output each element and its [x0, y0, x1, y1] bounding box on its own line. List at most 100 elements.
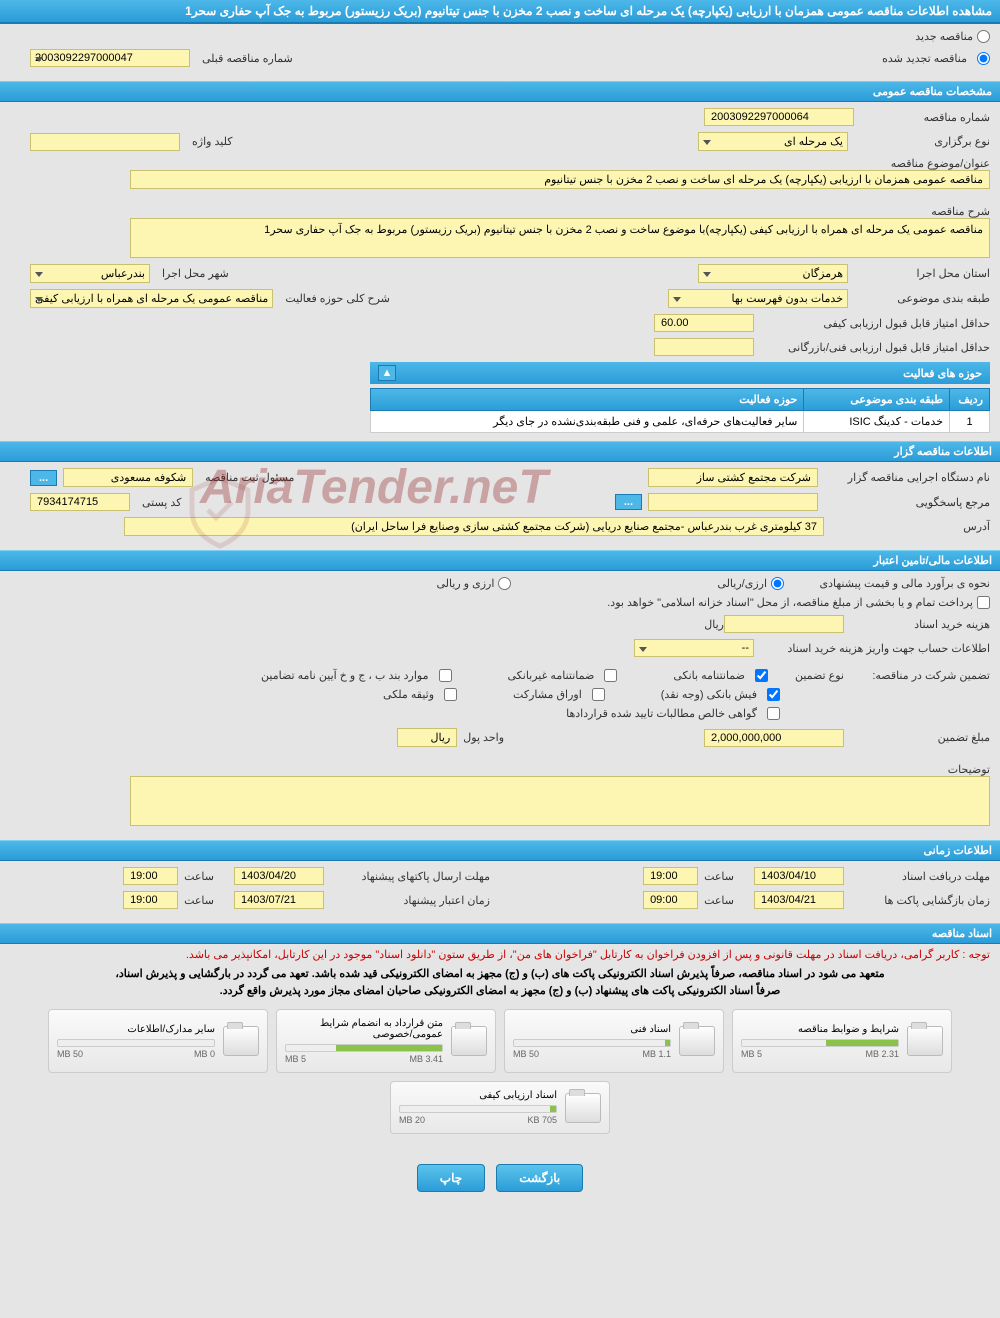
field-min-tech[interactable]	[654, 338, 754, 356]
file-used: 0 MB	[194, 1049, 215, 1059]
label-address: آدرس	[830, 520, 990, 533]
field-buy-cost[interactable]	[724, 615, 844, 633]
field-validity-time[interactable]: 19:00	[123, 891, 178, 909]
field-min-quality[interactable]: 60.00	[654, 314, 754, 332]
file-total: 5 MB	[285, 1054, 306, 1064]
checkbox-treasury[interactable]	[977, 596, 990, 609]
file-title: اسناد ارزیابی کیفی	[399, 1090, 557, 1101]
file-box[interactable]: سایر مدارک/اطلاعات 0 MB 50 MB	[48, 1009, 268, 1073]
label-g4: فیش بانکی (وجه نقد)	[661, 688, 757, 701]
file-title: سایر مدارک/اطلاعات	[57, 1024, 215, 1035]
label-estimate: نحوه ی برآورد مالی و قیمت پیشنهادی	[790, 577, 990, 590]
radio-currency1[interactable]	[771, 577, 784, 590]
file-total: 50 MB	[57, 1049, 83, 1059]
field-open-date[interactable]: 1403/04/21	[754, 891, 844, 909]
field-amount[interactable]: 2,000,000,000	[704, 729, 844, 747]
activities-table: ردیف طبقه بندی موضوعی حوزه فعالیت 1 خدما…	[370, 388, 990, 433]
field-keyword[interactable]	[30, 133, 180, 151]
checkbox-g7[interactable]	[767, 707, 780, 720]
radio-currency2[interactable]	[498, 577, 511, 590]
file-total: 50 MB	[513, 1049, 539, 1059]
print-button[interactable]: چاپ	[417, 1164, 485, 1192]
label-buy-cost: هزینه خرید اسناد	[850, 618, 990, 631]
file-total: 5 MB	[741, 1049, 762, 1059]
file-used: 3.41 MB	[409, 1054, 443, 1064]
checkbox-g3[interactable]	[439, 669, 452, 682]
activities-title: حوزه های فعالیت	[903, 367, 982, 380]
radio-renewed-tender[interactable]	[977, 52, 990, 65]
field-tender-number: 2003092297000064	[704, 108, 854, 126]
dropdown-class[interactable]: خدمات بدون فهرست بها	[668, 289, 848, 308]
dots-button[interactable]: ...	[30, 470, 57, 486]
checkbox-g4[interactable]	[767, 688, 780, 701]
col-area: حوزه فعالیت	[371, 389, 804, 411]
dropdown-account[interactable]: --	[634, 639, 754, 657]
field-address[interactable]: 37 کیلومتری غرب بندرعباس -مجتمع صنایع در…	[124, 517, 824, 536]
file-box[interactable]: شرایط و ضوابط مناقصه2.31 MB5 MB	[732, 1009, 952, 1073]
label-type: نوع برگزاری	[860, 135, 990, 148]
label-class: طبقه بندی موضوعی	[860, 292, 990, 305]
field-notes[interactable]	[130, 776, 990, 826]
file-progress	[513, 1039, 671, 1047]
field-open-time[interactable]: 09:00	[643, 891, 698, 909]
file-progress	[399, 1105, 557, 1113]
label-responsible: مسئول ثبت مناقصه	[205, 471, 294, 484]
dropdown-activity-desc[interactable]: مناقصه عمومی یک مرحله ای همراه با ارزیاب…	[30, 289, 273, 308]
dropdown-city[interactable]: بندرعباس	[30, 264, 150, 283]
col-class: طبقه بندی موضوعی	[804, 389, 950, 411]
checkbox-g1[interactable]	[755, 669, 768, 682]
col-row: ردیف	[950, 389, 990, 411]
label-g1: ضمانتنامه بانکی	[673, 669, 745, 682]
file-used: 2.31 MB	[865, 1049, 899, 1059]
page-title: مشاهده اطلاعات مناقصه عمومی همزمان با ار…	[0, 0, 1000, 24]
checkbox-g5[interactable]	[592, 688, 605, 701]
back-button[interactable]: بازگشت	[496, 1164, 583, 1192]
file-box[interactable]: اسناد ارزیابی کیفی705 KB20 MB	[390, 1081, 610, 1134]
file-progress	[285, 1044, 443, 1052]
label-send-time: ساعت	[184, 870, 214, 883]
radio-new-tender[interactable]	[977, 30, 990, 43]
dots-button-2[interactable]: ...	[615, 494, 642, 510]
field-send-date[interactable]: 1403/04/20	[234, 867, 324, 885]
dropdown-type[interactable]: یک مرحله ای	[698, 132, 848, 151]
label-treasury: پرداخت تمام و یا بخشی از مبلغ مناقصه، از…	[607, 596, 973, 609]
dropdown-prev-number[interactable]: 2003092297000047	[30, 49, 190, 67]
collapse-icon[interactable]: ▲	[378, 365, 396, 381]
label-new-tender: مناقصه جدید	[915, 30, 973, 43]
notice-black-1: متعهد می شود در اسناد مناقصه، صرفاً پذیر…	[0, 965, 1000, 982]
folder-icon	[907, 1026, 943, 1056]
label-validity: زمان اعتبار پیشنهاد	[330, 894, 490, 907]
file-box[interactable]: اسناد فنی1.1 MB50 MB	[504, 1009, 724, 1073]
label-g3: موارد بند ب ، ج و خ آیین نامه تضامین	[261, 669, 428, 682]
field-subject[interactable]: مناقصه عمومی همزمان با ارزیابی (یکپارچه)…	[130, 170, 990, 189]
notice-red: توجه : کاربر گرامی، دریافت اسناد در مهلت…	[0, 944, 1000, 965]
label-amount: مبلغ تضمین	[850, 731, 990, 744]
label-notes: توضیحات	[850, 753, 990, 776]
folder-icon	[223, 1026, 259, 1056]
field-receive-time[interactable]: 19:00	[643, 867, 698, 885]
field-send-time[interactable]: 19:00	[123, 867, 178, 885]
field-exec[interactable]: شرکت مجتمع کشتی ساز	[648, 468, 818, 487]
field-accountability[interactable]	[648, 493, 818, 511]
file-box[interactable]: متن قرارداد به انضمام شرایط عمومی/خصوصی3…	[276, 1009, 496, 1073]
checkbox-g6[interactable]	[444, 688, 457, 701]
checkbox-g2[interactable]	[604, 669, 617, 682]
label-open-time: ساعت	[704, 894, 734, 907]
label-prev-number: شماره مناقصه قبلی	[202, 52, 293, 65]
dropdown-province[interactable]: هرمزگان	[698, 264, 848, 283]
field-validity-date[interactable]: 1403/07/21	[234, 891, 324, 909]
label-keyword: کلید واژه	[192, 135, 232, 148]
label-currency1: ارزی/ریالی	[717, 577, 767, 590]
file-progress	[57, 1039, 215, 1047]
field-desc[interactable]: مناقصه عمومی یک مرحله ای همراه با ارزیاب…	[130, 218, 990, 258]
label-min-quality: حداقل امتیاز قابل قبول ارزیابی کیفی	[760, 317, 990, 330]
file-progress	[741, 1039, 899, 1047]
file-used: 705 KB	[527, 1115, 557, 1125]
field-responsible[interactable]: شکوفه مسعودی	[63, 468, 193, 487]
field-unit[interactable]: ریال	[397, 728, 457, 747]
field-postcode[interactable]: 7934174715	[30, 493, 130, 511]
label-min-tech: حداقل امتیاز قابل قبول ارزیابی فنی/بازرگ…	[760, 341, 990, 354]
label-rial: ریال	[704, 618, 724, 631]
field-receive-date[interactable]: 1403/04/10	[754, 867, 844, 885]
label-guarantee-type: نوع تضمین	[774, 669, 844, 682]
